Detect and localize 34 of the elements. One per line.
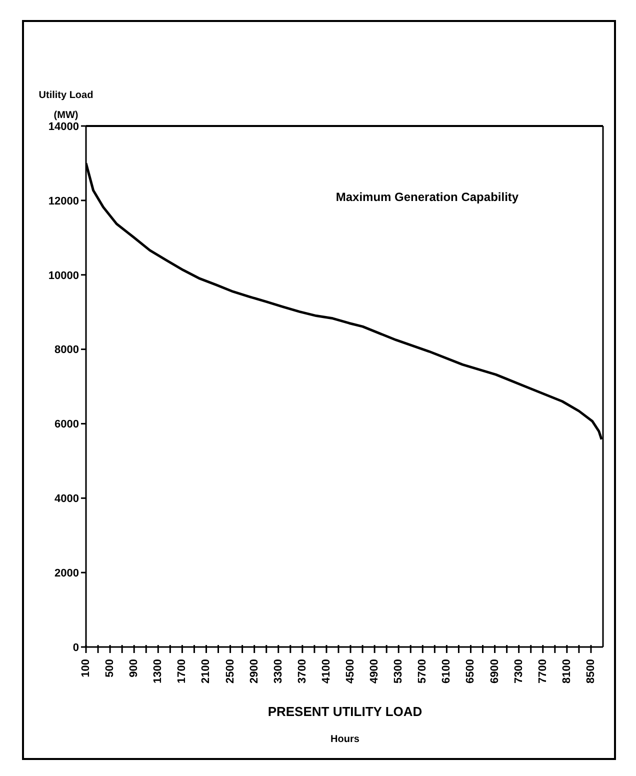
x-tick-label: 100	[80, 659, 92, 678]
x-tick-label: 1300	[152, 659, 164, 684]
x-tick-label: 900	[128, 659, 140, 678]
y-axis-title: Utility Load (MW)	[38, 89, 94, 122]
x-tick-label: 8100	[560, 659, 573, 684]
x-tick-label: 7300	[512, 659, 525, 684]
x-tick-label: 3700	[296, 659, 308, 684]
text: Hours	[330, 734, 360, 745]
x-tick-label: 4900	[368, 659, 381, 684]
x-tick-label: 5700	[416, 659, 429, 684]
x-tick-label: 3300	[272, 659, 284, 684]
y-tick-label: 0	[72, 642, 79, 654]
x-tick-label: 4500	[344, 659, 357, 684]
y-tick-label: 4000	[54, 493, 79, 506]
ref-line-label: Maximum Generation Capability	[336, 190, 519, 204]
y-tick-label: 14000	[48, 120, 79, 133]
x-tick-label: 6900	[488, 659, 501, 684]
x-tick-label: 2500	[224, 659, 236, 684]
x-tick-label: 6100	[440, 659, 453, 684]
x-axis-title: PRESENT UTILITY LOAD	[266, 704, 424, 719]
y-tick-label: 12000	[48, 195, 79, 208]
y-tick-label: 10000	[48, 270, 79, 282]
x-tick-label: 2900	[248, 659, 260, 684]
x-tick-label: 5300	[392, 659, 405, 684]
x-tick-label: 4100	[320, 659, 332, 684]
x-tick-label: 8500	[584, 659, 597, 684]
y-tick-label: 8000	[54, 344, 79, 356]
x-tick-label: 6500	[464, 659, 477, 684]
x-tick-label: 7700	[536, 659, 549, 684]
y-tick-label: 6000	[54, 418, 79, 431]
x-tick-label: 2100	[200, 659, 212, 684]
x-tick-label: 500	[104, 659, 116, 678]
y-tick-label: 2000	[54, 567, 79, 580]
x-tick-label: 1700	[176, 659, 188, 684]
